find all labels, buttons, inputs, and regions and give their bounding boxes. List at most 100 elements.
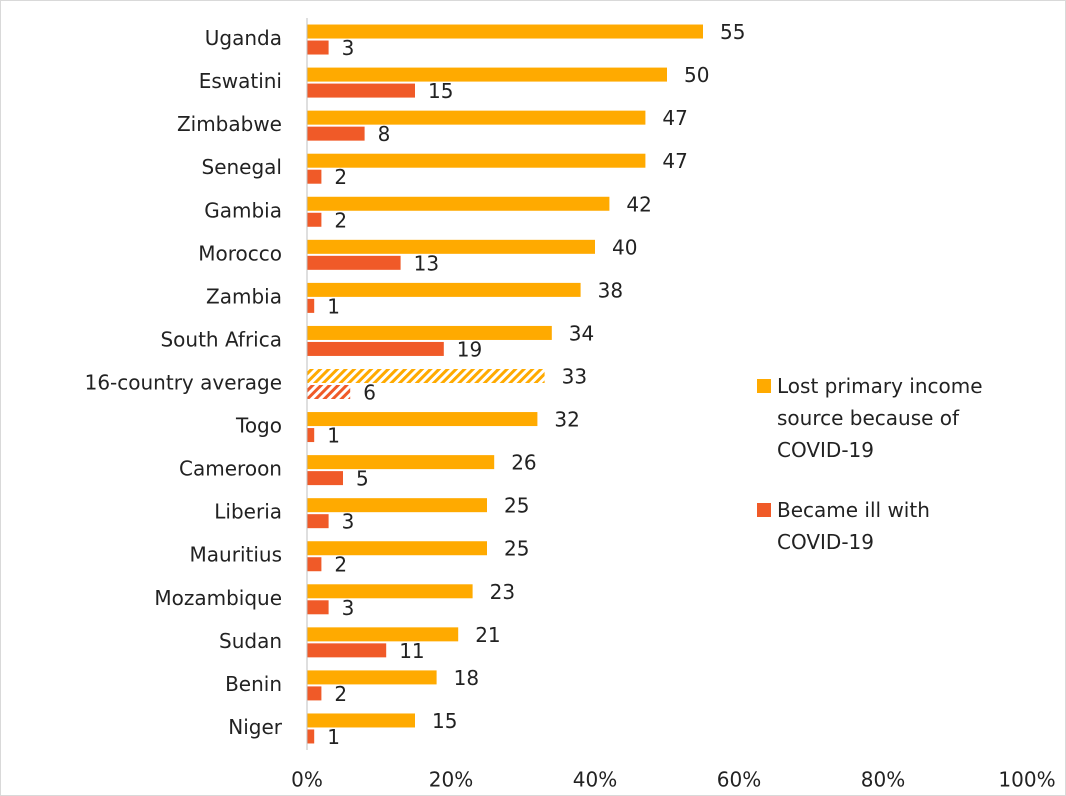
value-label: 11 (399, 639, 424, 663)
value-label: 3 (342, 596, 355, 620)
value-label: 21 (475, 623, 500, 647)
value-label: 8 (378, 122, 391, 146)
x-tick-label: 60% (717, 768, 761, 792)
value-label: 34 (569, 321, 594, 345)
value-label: 47 (662, 106, 687, 130)
value-label: 15 (432, 709, 457, 733)
value-label: 2 (334, 682, 347, 706)
bar (307, 729, 315, 744)
value-label: 38 (598, 278, 623, 302)
bar (307, 153, 646, 168)
bar (307, 369, 545, 383)
value-label: 1 (327, 294, 340, 318)
value-label: 6 (363, 381, 376, 405)
value-label: 25 (504, 494, 529, 518)
category-label: Liberia (214, 500, 282, 524)
category-label: Mauritius (190, 543, 282, 567)
bar (307, 498, 487, 513)
category-label: Zimbabwe (177, 112, 282, 136)
category-label: Gambia (204, 198, 282, 222)
category-label: Cameroon (179, 457, 282, 481)
value-label: 3 (342, 36, 355, 60)
value-label: 19 (457, 337, 482, 361)
value-label: 55 (720, 20, 745, 44)
category-label: Eswatini (199, 69, 282, 93)
value-label: 47 (662, 149, 687, 173)
bar (307, 255, 401, 270)
value-label: 3 (342, 510, 355, 534)
legend-swatch (757, 503, 771, 517)
bar (307, 325, 552, 340)
bar (307, 196, 610, 211)
x-tick-label: 80% (861, 768, 905, 792)
category-label: Morocco (198, 241, 282, 265)
x-tick-label: 0% (291, 768, 323, 792)
legend-item: Became ill with COVID-19 (757, 494, 997, 558)
bar (307, 298, 315, 313)
x-tick-label: 20% (429, 768, 473, 792)
value-label: 2 (334, 165, 347, 189)
x-tick-label: 100% (998, 768, 1055, 792)
legend-label: Lost primary income source because of CO… (777, 374, 983, 462)
category-label: South Africa (160, 327, 282, 351)
bar (307, 24, 703, 39)
value-label: 50 (684, 63, 709, 87)
category-label: 16-country average (85, 371, 282, 395)
bar (307, 600, 329, 615)
bar (307, 643, 387, 658)
value-label: 15 (428, 79, 453, 103)
value-label: 32 (554, 408, 579, 432)
value-label: 26 (511, 451, 536, 475)
bar (307, 110, 646, 125)
bar (307, 282, 581, 297)
bar (307, 169, 322, 184)
value-label: 33 (562, 365, 587, 389)
category-label: Sudan (219, 629, 282, 653)
category-label: Senegal (202, 155, 283, 179)
x-tick-label: 40% (573, 768, 617, 792)
category-label: Zambia (206, 284, 282, 308)
bar (307, 686, 322, 701)
bar (307, 212, 322, 227)
value-label: 42 (626, 192, 651, 216)
bar (307, 670, 437, 685)
legend-swatch (757, 379, 771, 393)
category-label: Togo (235, 414, 282, 438)
bar (307, 455, 495, 470)
bar (307, 412, 538, 427)
bar (307, 83, 415, 98)
value-label: 1 (327, 725, 340, 749)
value-label: 25 (504, 537, 529, 561)
value-label: 2 (334, 208, 347, 232)
value-label: 40 (612, 235, 637, 259)
bar (307, 557, 322, 572)
value-label: 18 (454, 666, 479, 690)
bar (307, 627, 459, 642)
bar (307, 541, 487, 556)
category-label: Niger (228, 715, 283, 739)
value-label: 2 (334, 553, 347, 577)
bar (307, 471, 343, 486)
legend-item: Lost primary income source because of CO… (757, 370, 997, 466)
bar (307, 40, 329, 55)
bar (307, 385, 351, 399)
bar (307, 126, 365, 141)
bar (307, 239, 595, 254)
category-label: Mozambique (154, 586, 282, 610)
legend: Lost primary income source because of CO… (757, 370, 997, 586)
value-label: 23 (490, 580, 515, 604)
bar (307, 514, 329, 529)
value-label: 5 (356, 467, 369, 491)
value-label: 13 (414, 251, 439, 275)
bar (307, 341, 444, 356)
bar (307, 67, 667, 82)
value-label: 1 (327, 424, 340, 448)
category-label: Uganda (205, 26, 282, 50)
bar (307, 713, 415, 728)
category-label: Benin (225, 672, 282, 696)
legend-label: Became ill with COVID-19 (777, 498, 930, 554)
bar (307, 584, 473, 599)
bar (307, 428, 315, 443)
